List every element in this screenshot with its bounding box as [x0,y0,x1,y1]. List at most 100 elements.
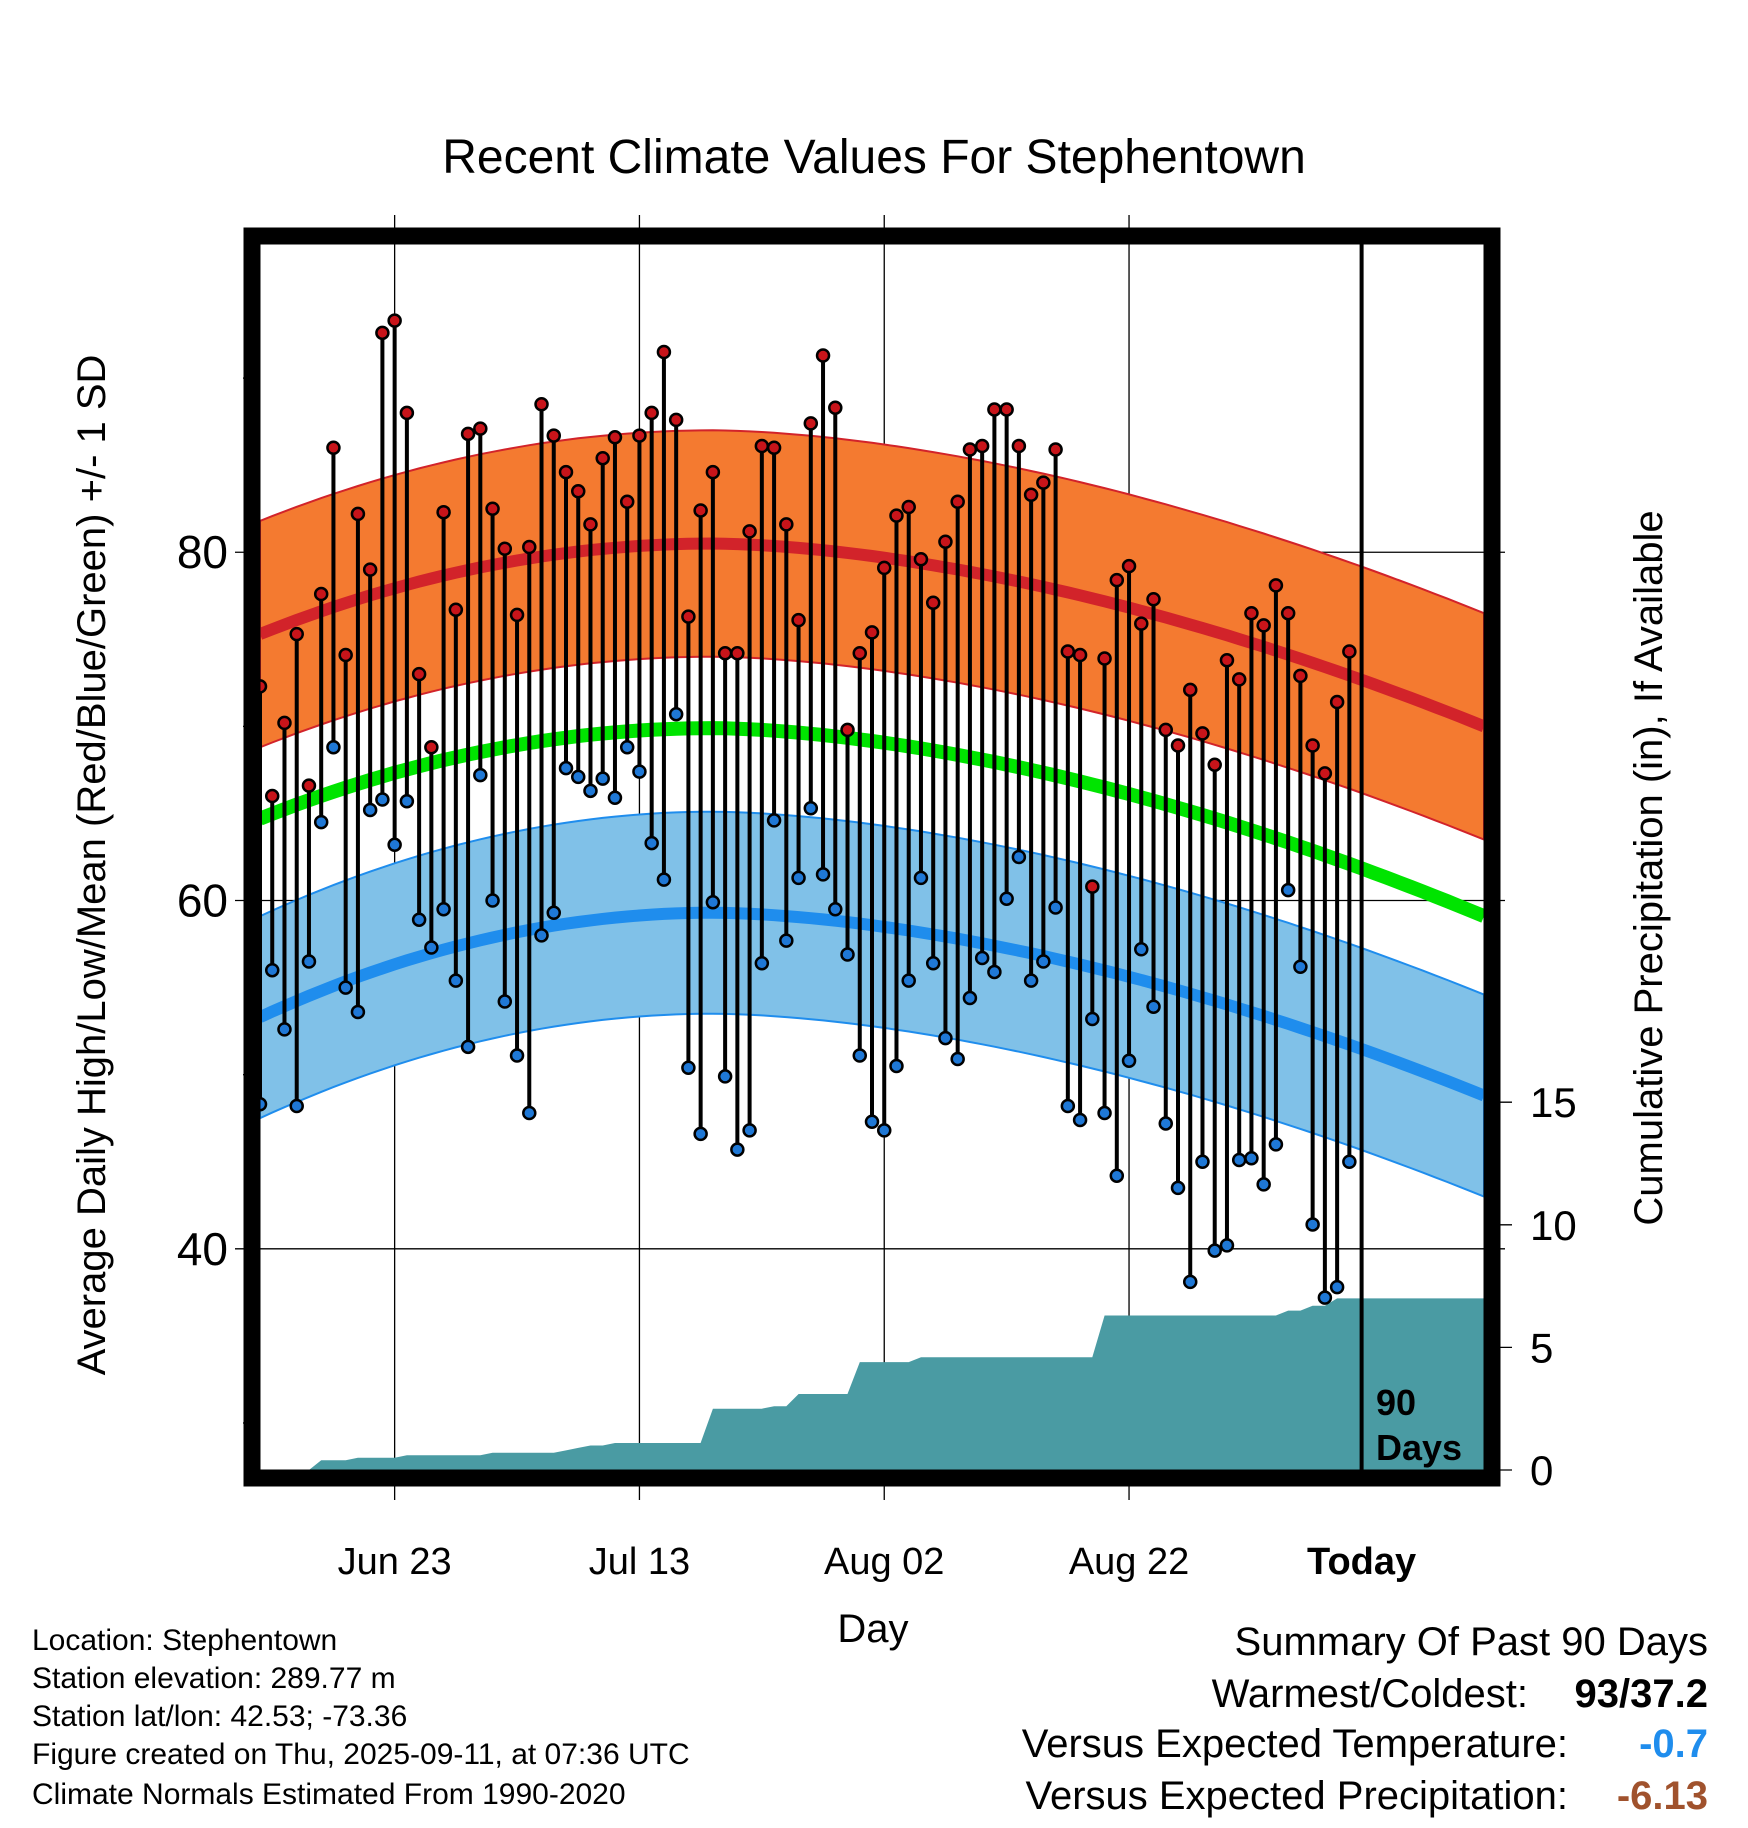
high-point [730,645,745,661]
high-point [509,607,525,623]
low-point [522,1105,537,1121]
low-point [1048,900,1063,915]
low-point [852,1048,868,1063]
summary-warm-cold-value: 93/37.2 [1574,1672,1708,1716]
high-point [779,517,794,532]
low-point [1109,1168,1125,1183]
low-point [766,813,782,828]
low-point [558,760,574,776]
summary-temp-label: Versus Expected Temperature: [1021,1722,1568,1766]
high-point [632,428,647,443]
high-point [1268,578,1284,593]
low-point [876,1123,892,1138]
high-point [411,666,427,682]
summary-temp: Versus Expected Temperature: -0.7 [1022,1722,1708,1767]
high-point [1182,682,1198,698]
low-point [1146,999,1161,1015]
precip-area [260,1298,1484,1470]
high-point [260,679,268,694]
low-point [938,1030,953,1046]
high-point [350,506,366,522]
low-point [583,783,598,799]
high-point [558,464,574,480]
high-point [387,313,402,328]
low-point [1280,882,1296,898]
y-axis-label: Average Daily High/Low/Mean (Red/Blue/Gr… [70,355,114,1376]
high-point [583,517,598,532]
low-point [362,802,378,818]
low-point [473,767,488,783]
x-axis-label: Day [837,1607,908,1651]
high-point [889,508,904,523]
low-point [840,947,855,962]
high-point [619,494,635,509]
y2-tick-label: 15 [1530,1079,1577,1126]
high-point [815,348,831,363]
summary-warm-cold: Warmest/Coldest: 93/37.2 [1212,1672,1708,1717]
low-point [485,893,500,908]
high-point [1072,647,1088,663]
high-point [1219,652,1235,668]
high-point [901,499,916,515]
high-point [791,612,806,628]
summary-precip-value: -6.13 [1616,1774,1708,1818]
low-point [779,933,794,948]
low-point [693,1126,708,1142]
low-point [1317,1290,1333,1305]
high-point [473,421,488,436]
high-point [693,503,708,518]
high-point [803,416,819,431]
low-point [497,994,513,1009]
low-point [1219,1238,1235,1253]
y2-axis-label: Cumulative Precipitation (in), If Availa… [1627,510,1671,1225]
high-point [1146,592,1161,607]
high-point [448,602,464,617]
low-point [717,1069,733,1084]
low-point [448,973,464,988]
high-point [497,541,513,557]
high-point [264,788,280,804]
low-point [791,870,806,886]
low-point [1036,954,1051,969]
high-point [876,560,892,576]
low-point [570,769,586,785]
info-location: Location: Stephentown [32,1624,338,1657]
high-point [436,504,451,520]
low-point [730,1142,745,1157]
high-point [828,400,843,415]
x-tick-label: Jun 23 [338,1541,452,1583]
low-point [411,912,427,927]
low-point [1134,942,1149,957]
low-point [313,814,329,830]
high-point [1134,616,1149,631]
high-point [766,440,782,456]
high-point [656,344,672,360]
high-point [999,402,1014,417]
low-point [607,790,623,806]
low-point [1342,1154,1357,1170]
high-normal-line [260,537,1484,732]
high-point [742,524,757,539]
high-point [1011,438,1027,454]
high-point [668,412,684,428]
low-point [681,1060,696,1075]
x-tick-label: Jul 13 [589,1541,690,1583]
low-point [1170,1180,1186,1196]
high-point [681,609,696,624]
high-point [1293,668,1308,684]
x-tick-label: Aug 22 [1069,1541,1189,1583]
today-days-count: 90 [1376,1382,1416,1423]
plot-frame [243,227,1501,1487]
low-point [864,1114,880,1129]
y2-tick-label: 0 [1530,1447,1553,1494]
low-point [1329,1279,1345,1295]
info-normals: Climate Normals Estimated From 1990-2020 [32,1778,626,1811]
high-point [717,645,733,661]
low-point [289,1098,304,1114]
low-point [375,792,390,807]
high-point [864,625,880,640]
high-point [840,722,855,738]
summary-precip: Versus Expected Precipitation: -6.13 [1025,1774,1708,1819]
low-point [828,901,843,917]
